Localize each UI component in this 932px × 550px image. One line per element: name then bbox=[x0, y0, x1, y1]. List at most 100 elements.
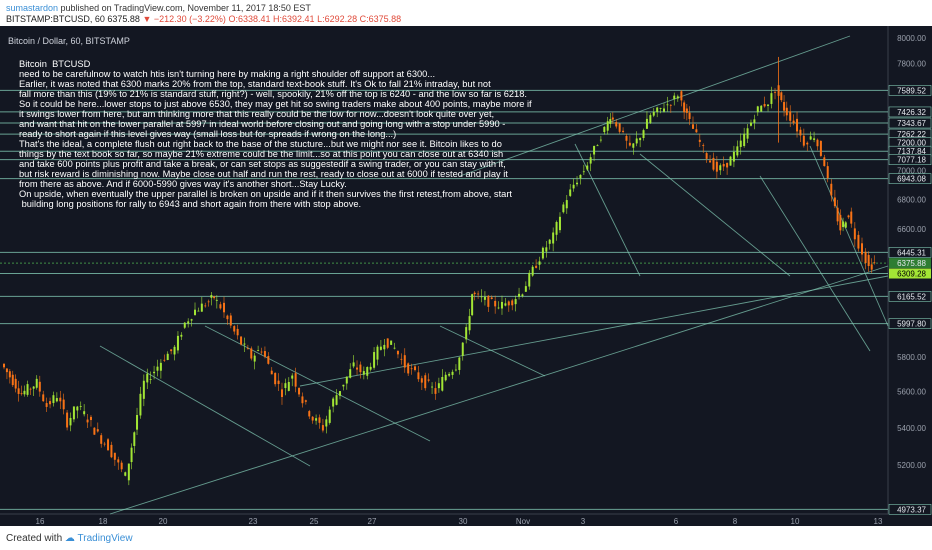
ohlc-line: BITSTAMP:BTCUSD, 60 6375.88 ▼ −212.30 (−… bbox=[6, 14, 401, 24]
candle-body bbox=[873, 262, 876, 264]
candle-body bbox=[483, 296, 486, 300]
candle-body bbox=[535, 265, 538, 268]
x-tick-label: 27 bbox=[368, 517, 377, 526]
trend-line bbox=[574, 143, 641, 277]
tradingview-cloud-icon: ☁ bbox=[64, 533, 75, 544]
chart-title: Bitcoin / Dollar, 60, BITSTAMP bbox=[8, 36, 130, 46]
candle-body bbox=[321, 425, 324, 431]
candle-body bbox=[611, 117, 614, 120]
candle-body bbox=[190, 319, 193, 321]
candle-body bbox=[673, 95, 676, 100]
candle-body bbox=[146, 373, 149, 383]
candle-body bbox=[507, 301, 510, 306]
author-link[interactable]: sumastardon bbox=[6, 3, 59, 13]
candle-body bbox=[857, 234, 860, 249]
price-chart[interactable]: Bitcoin / Dollar, 60, BITSTAMP 8000.00 780… bbox=[0, 26, 932, 526]
candle-body bbox=[760, 105, 763, 112]
candle-body bbox=[504, 303, 507, 306]
candle-body bbox=[42, 394, 45, 402]
candle-body bbox=[487, 295, 490, 307]
annotation-line: That's the ideal, a complete flush out r… bbox=[19, 139, 502, 149]
level-label-box bbox=[888, 247, 932, 258]
candle-body bbox=[69, 417, 72, 426]
candle-body bbox=[187, 321, 190, 324]
high-value: H:6392.41 bbox=[273, 14, 315, 24]
candle-body bbox=[386, 338, 389, 348]
candle-body bbox=[345, 376, 348, 384]
candle-body bbox=[342, 384, 345, 387]
annotation-line: So it could be here...lower stops to jus… bbox=[19, 99, 532, 109]
candle-body bbox=[79, 406, 82, 407]
x-tick-label: 25 bbox=[310, 517, 319, 526]
candle-body bbox=[622, 130, 625, 132]
top-bar: sumastardon published on TradingView.com… bbox=[0, 0, 932, 26]
candle-body bbox=[603, 126, 606, 133]
candle-body bbox=[448, 373, 451, 376]
candle-body bbox=[572, 184, 575, 189]
level-label: 6309.28 bbox=[897, 270, 926, 279]
candle-body bbox=[749, 122, 752, 126]
trend-line bbox=[759, 175, 871, 352]
candle-body bbox=[729, 156, 732, 166]
candle-body bbox=[110, 444, 113, 458]
trend-line bbox=[809, 145, 889, 327]
candle-body bbox=[246, 348, 249, 350]
candle-body bbox=[836, 207, 839, 222]
candle-body bbox=[204, 305, 207, 307]
candle-body bbox=[437, 383, 440, 389]
tradingview-brand[interactable]: TradingView bbox=[77, 533, 133, 544]
annotation-line: ready to short again if this level gives… bbox=[19, 129, 397, 139]
candle-body bbox=[49, 401, 52, 405]
candle-body bbox=[153, 371, 156, 374]
y-tick-label: 5400.00 bbox=[897, 424, 926, 433]
close-value: C:6375.88 bbox=[359, 14, 402, 24]
candle-body bbox=[545, 247, 548, 252]
candle-body bbox=[756, 106, 759, 113]
y-tick-label: 5600.00 bbox=[897, 388, 926, 397]
candle-body bbox=[410, 368, 413, 370]
candle-body bbox=[867, 255, 870, 267]
chart-area[interactable]: Bitcoin / Dollar, 60, BITSTAMP 8000.00 780… bbox=[0, 26, 932, 526]
candle-body bbox=[763, 104, 766, 107]
candle-body bbox=[403, 355, 406, 368]
candle-body bbox=[5, 368, 8, 373]
x-tick-label: Nov bbox=[516, 517, 530, 526]
candle-body bbox=[311, 416, 314, 421]
annotation-line: but risk reward is diminishing now. Mayb… bbox=[19, 169, 508, 179]
candle-body bbox=[159, 362, 162, 371]
annotation-line: and want that hit on the lower parallel … bbox=[19, 119, 506, 129]
level-label: 6445.31 bbox=[897, 248, 926, 257]
level-label-box bbox=[888, 504, 932, 515]
candle-body bbox=[518, 293, 521, 297]
candle-body bbox=[649, 115, 652, 123]
candle-body bbox=[659, 107, 662, 109]
candle-body bbox=[20, 393, 23, 395]
candle-body bbox=[586, 165, 589, 170]
candle-body bbox=[683, 102, 686, 113]
candle-body bbox=[579, 174, 582, 179]
candle-body bbox=[253, 355, 256, 362]
candle-body bbox=[291, 375, 294, 379]
candle-body bbox=[524, 286, 527, 292]
candle-body bbox=[257, 350, 260, 351]
candle-body bbox=[260, 351, 263, 353]
candle-body bbox=[511, 300, 514, 306]
candle-body bbox=[861, 243, 863, 255]
annotation-line: it swings lower from here, but am thinki… bbox=[19, 109, 495, 119]
y-tick-label: 5200.00 bbox=[897, 461, 926, 470]
candle-body bbox=[494, 300, 497, 307]
candle-body bbox=[356, 367, 359, 370]
candle-body bbox=[66, 412, 69, 428]
candle-body bbox=[142, 380, 145, 399]
level-label: 4973.37 bbox=[897, 505, 926, 514]
y-tick-label: 5800.00 bbox=[897, 353, 926, 362]
level-label-box bbox=[888, 154, 932, 165]
candle-body bbox=[424, 375, 427, 389]
candle-body bbox=[490, 297, 493, 300]
candle-body bbox=[816, 139, 819, 147]
candle-body bbox=[715, 161, 718, 172]
candle-body bbox=[170, 349, 173, 352]
candle-body bbox=[414, 366, 417, 371]
candle-body bbox=[55, 398, 58, 402]
y-tick-label: 7800.00 bbox=[897, 59, 926, 68]
